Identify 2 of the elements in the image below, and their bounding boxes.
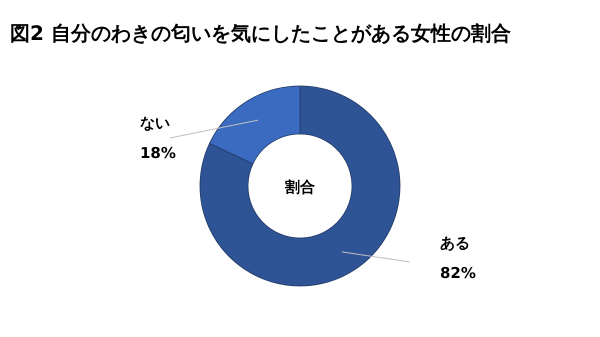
text: 割合 xyxy=(284,178,315,196)
chart-title: 図2 自分のわきの匂いを気にしたことがある女性の割合 xyxy=(10,21,511,45)
